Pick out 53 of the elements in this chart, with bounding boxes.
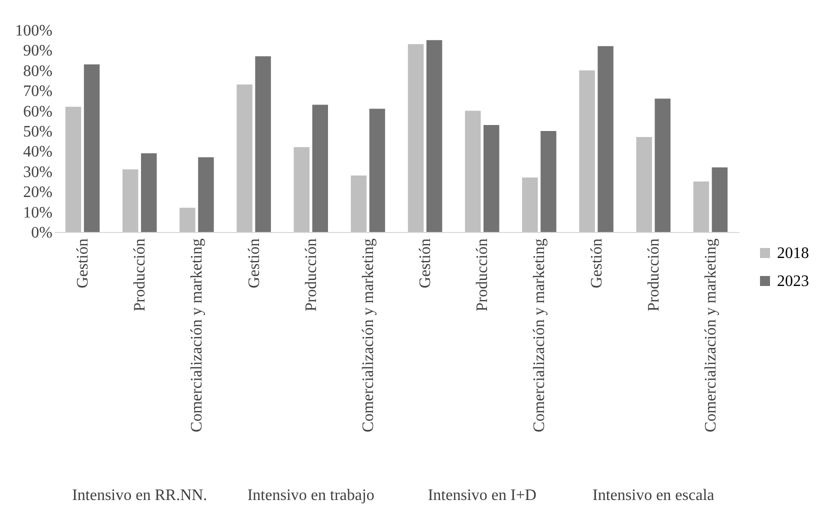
bar — [484, 124, 500, 232]
y-tick-label: 90% — [23, 42, 52, 60]
x-tick-label: Producción — [474, 238, 492, 312]
x-tick-label: Comercialización y marketing — [360, 238, 377, 432]
y-tick-label: 60% — [23, 103, 52, 120]
y-tick-label: 80% — [23, 62, 52, 80]
y-tick-label: 50% — [23, 124, 52, 140]
legend-label: 2018 — [777, 245, 809, 262]
x-tick-label: Gestión — [588, 238, 606, 288]
y-tick-label: 0% — [31, 224, 52, 242]
bar — [236, 84, 252, 232]
bar — [636, 137, 652, 232]
bar — [426, 40, 442, 232]
bar — [350, 175, 367, 232]
bar — [180, 208, 196, 232]
bar — [654, 98, 670, 232]
bar — [255, 56, 271, 232]
bar — [712, 167, 728, 232]
x-tick-label: Gestión — [246, 238, 263, 288]
text: Intensivo en trabajo — [247, 487, 374, 504]
y-tick-label: 70% — [23, 83, 52, 100]
x-tick-label: Comercialización y marketing — [188, 238, 206, 432]
x-tick-label: Producción — [132, 238, 149, 312]
bar — [522, 177, 538, 232]
bar — [579, 70, 595, 232]
text: Intensivo en I+D — [428, 487, 536, 504]
bar — [312, 104, 328, 232]
y-tick-label: 40% — [23, 144, 52, 161]
bar — [540, 131, 556, 232]
x-tick-label: Comercialización y marketing — [702, 238, 720, 432]
bar — [408, 44, 424, 232]
bar — [294, 147, 310, 232]
x-tick-label: Gestión — [417, 238, 434, 288]
x-tick-label: Comercialización y marketing — [531, 238, 548, 432]
bar — [84, 64, 100, 232]
bar — [141, 153, 157, 232]
bar — [693, 182, 710, 232]
y-tick-label: 10% — [23, 204, 52, 222]
bar — [65, 106, 82, 232]
x-tick-label: Gestión — [74, 238, 92, 288]
bar — [198, 157, 214, 232]
x-tick-label: Producción — [302, 238, 320, 312]
y-tick-label: 100% — [15, 22, 52, 40]
x-tick-label: Producción — [645, 238, 662, 312]
bar — [369, 108, 386, 232]
legend-label: 2023 — [777, 273, 809, 290]
y-tick-label: 20% — [23, 184, 52, 202]
bar — [598, 46, 614, 232]
text: Intensivo en RR.NN. — [72, 487, 208, 504]
y-tick-label: 30% — [23, 164, 52, 181]
bar — [465, 110, 481, 232]
bar — [122, 169, 138, 232]
text: Intensivo en escala — [592, 487, 714, 504]
